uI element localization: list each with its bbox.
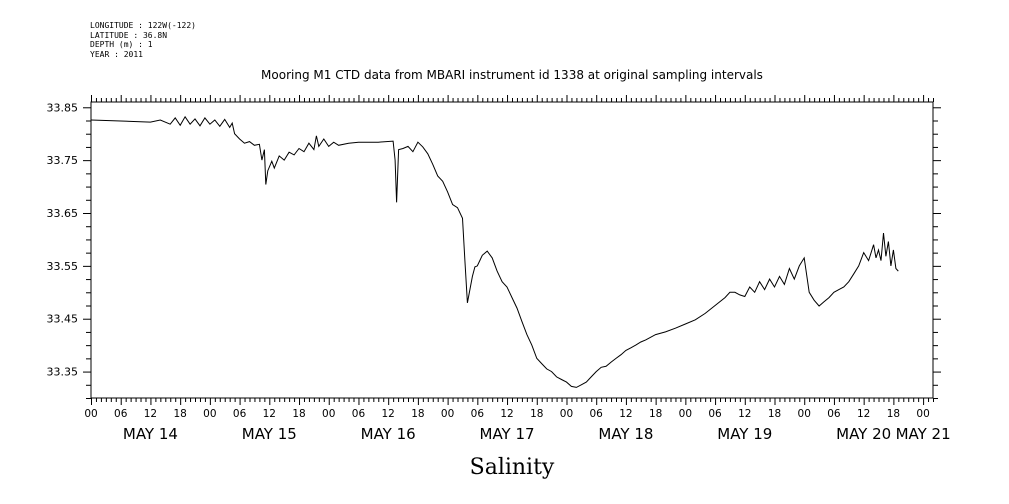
x-hour-label: 18 [411,408,424,420]
x-hour-label: 06 [590,408,604,420]
x-hour-label: 18 [292,408,305,420]
x-hour-label: 06 [233,408,247,420]
x-hour-label: 00 [84,408,97,420]
x-hour-label: 18 [768,408,781,420]
y-tick-label: 33.75 [47,154,79,167]
variable-label: Salinity [469,455,555,480]
x-hour-label: 12 [263,408,276,420]
metadata-block: LONGITUDE : 122W(-122) LATITUDE : 36.8N … [90,21,196,59]
x-hour-label: 12 [738,408,751,420]
x-hour-label: 12 [857,408,870,420]
y-tick-label: 33.45 [47,313,79,326]
meta-latitude: LATITUDE : 36.8N [90,30,168,40]
meta-depth: DEPTH (m) : 1 [90,40,153,49]
x-day-label: MAY 20 [836,425,891,443]
y-tick-label: 33.55 [47,260,79,273]
plot-frame [90,101,934,399]
x-hour-label: 00 [322,408,335,420]
x-hour-label: 00 [679,408,692,420]
y-tick-label: 33.65 [47,207,79,220]
meta-year: YEAR : 2011 [90,49,143,59]
x-hour-label: 00 [798,408,811,420]
x-day-label: MAY 16 [361,425,416,443]
x-hour-label: 06 [114,408,128,420]
x-hour-label: 18 [173,408,186,420]
x-hour-label: 00 [203,408,216,420]
x-day-label: MAY 19 [717,425,772,443]
x-hour-label: 18 [530,408,543,420]
x-hour-label: 06 [352,408,366,420]
x-hour-label: 06 [708,408,722,420]
x-day-label: MAY 15 [242,425,297,443]
y-tick-label: 33.85 [47,101,79,114]
x-hour-label: 18 [649,408,662,420]
x-hour-label: 12 [144,408,157,420]
x-hour-label: 00 [441,408,454,420]
x-day-label: MAY 21 [896,425,951,443]
meta-longitude: LONGITUDE : 122W(-122) [90,21,196,30]
x-hour-label: 18 [887,408,900,420]
x-hour-label: 12 [381,408,394,420]
x-day-label: MAY 18 [598,425,653,443]
x-hour-label: 00 [560,408,573,420]
y-tick-label: 33.35 [47,366,79,379]
x-hour-label: 12 [500,408,513,420]
x-hour-label: 00 [916,408,929,420]
chart-title: Mooring M1 CTD data from MBARI instrumen… [261,68,763,82]
salinity-series-line [90,115,899,388]
x-hour-label: 06 [827,408,841,420]
x-day-label: MAY 17 [480,425,535,443]
x-hour-label: 12 [619,408,632,420]
x-day-label: MAY 14 [123,425,178,443]
x-hour-label: 06 [471,408,485,420]
